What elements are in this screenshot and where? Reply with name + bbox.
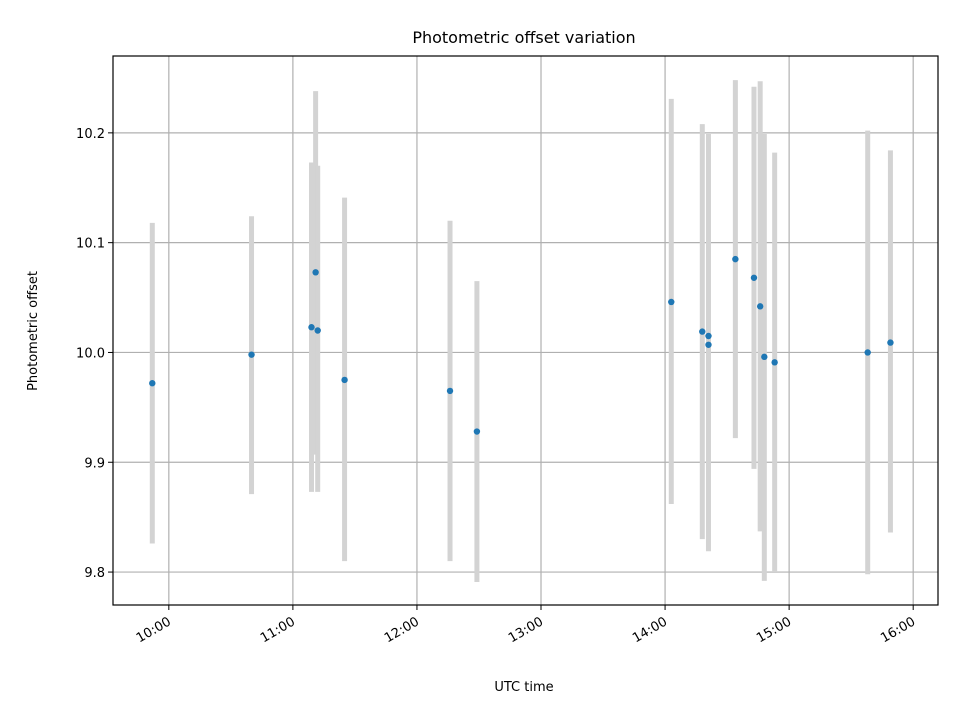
data-point [732, 255, 739, 263]
data-point [314, 327, 321, 334]
y-tick-label: 10.0 [76, 346, 105, 361]
data-point [668, 298, 675, 306]
data-point [473, 428, 481, 435]
data-point [699, 328, 706, 335]
data-point [750, 274, 758, 281]
grid [113, 56, 938, 605]
chart-title: Photometric offset variation [412, 28, 635, 47]
error-bars [149, 80, 893, 582]
data-point [756, 303, 764, 310]
x-axis: 10:00 11:00 12:00 13:00 14:00 15:00 16:00 [134, 605, 918, 646]
data-point [864, 349, 871, 356]
data-point [341, 376, 348, 384]
data-point [312, 269, 319, 276]
x-tick-label: 10:00 [134, 614, 174, 646]
x-tick-label: 13:00 [506, 614, 546, 646]
data-point [149, 380, 156, 387]
y-tick-label: 10.1 [76, 237, 105, 252]
plot-frame [112, 55, 939, 606]
data-point [761, 353, 768, 361]
x-axis-label: UTC time [494, 680, 553, 695]
data-point [248, 351, 255, 358]
y-tick-label: 10.2 [76, 127, 105, 142]
data-point [308, 324, 315, 331]
x-tick-label: 11:00 [258, 614, 298, 646]
y-tick-label: 9.8 [84, 566, 105, 581]
y-tick-label: 9.9 [84, 456, 105, 471]
data-point [446, 387, 454, 395]
data-point [705, 332, 712, 340]
data-points [149, 255, 894, 435]
x-tick-label: 12:00 [382, 614, 422, 646]
x-tick-label: 16:00 [878, 614, 918, 646]
x-tick-label: 15:00 [754, 614, 794, 646]
data-point [771, 359, 778, 366]
y-axis: 9.8 9.9 10.0 10.1 10.2 [76, 127, 113, 581]
data-point [705, 341, 712, 348]
data-point [887, 339, 894, 346]
x-tick-label: 14:00 [630, 614, 670, 646]
y-axis-label: Photometric offset [26, 271, 41, 391]
